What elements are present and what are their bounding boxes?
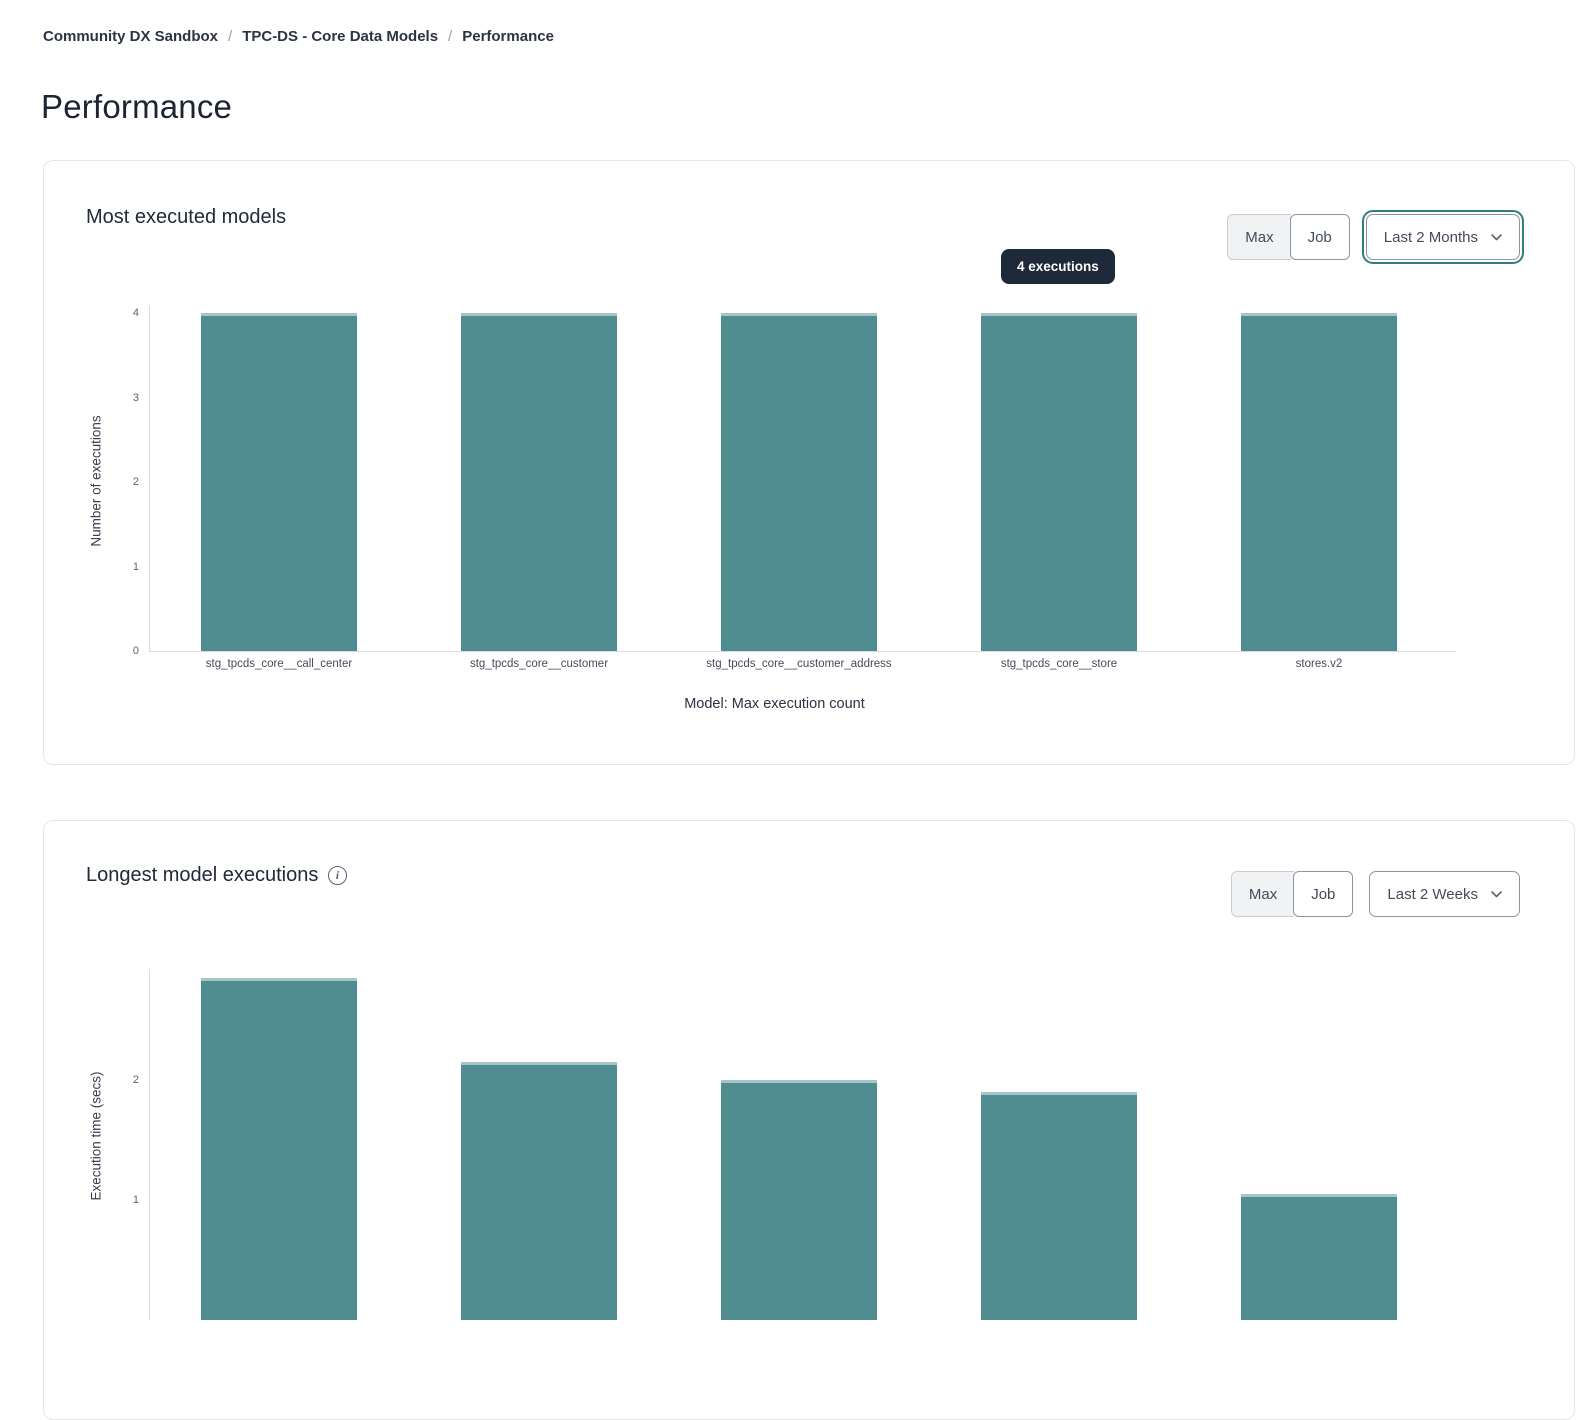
x-axis-line [149,651,1456,652]
page-title: Performance [41,88,233,126]
chart-controls: Max Job Last 2 Months [1227,210,1525,264]
bar[interactable] [201,978,357,1320]
bar[interactable] [721,313,877,651]
time-range-value: Last 2 Months [1383,228,1478,246]
x-tick-label: stg_tpcds_core__customer_address [706,658,892,670]
x-axis-title: Model: Max execution count [684,696,865,712]
y-tick-label: 3 [132,391,139,404]
breadcrumb-item-project[interactable]: Community DX Sandbox [43,28,219,45]
time-range-value: Last 2 Weeks [1387,885,1478,903]
info-icon[interactable]: i [328,866,348,885]
breadcrumb-separator: / [228,28,233,45]
y-tick-label: 4 [132,307,139,319]
max-toggle-button[interactable]: Max [1227,214,1291,260]
bar[interactable] [461,313,617,651]
bar[interactable] [981,313,1137,651]
max-job-toggle: Max Job [1227,214,1350,260]
longest-model-executions-title: Longest model executions [86,864,319,886]
breadcrumb: Community DX Sandbox / TPC-DS - Core Dat… [43,28,554,45]
x-tick-label: stg_tpcds_core__store [1000,658,1118,670]
chevron-down-icon [1491,233,1502,241]
y-tick-label: 0 [132,645,139,657]
x-tick-label: stores.v2 [1295,658,1343,670]
bar[interactable] [981,1092,1137,1320]
job-toggle-button[interactable]: Job [1293,871,1354,917]
y-tick-label: 2 [132,476,139,488]
x-tick-label: stg_tpcds_core__customer [469,658,609,670]
bar[interactable] [721,1080,877,1320]
y-tick-label: 2 [132,1074,139,1086]
most-executed-models-card: Most executed models Max Job Last 2 Mont… [43,160,1575,765]
bar[interactable] [461,1062,617,1320]
breadcrumb-item-current: Performance [462,28,554,45]
longest-model-executions-chart: 1 2 Execution time (secs) [44,821,1574,1419]
card-title: Most executed models [86,206,286,229]
y-axis-line [149,306,150,651]
y-axis-line [149,969,150,1320]
max-toggle-button[interactable]: Max [1230,871,1295,917]
max-job-toggle: Max Job [1230,871,1354,917]
job-toggle-button[interactable]: Job [1289,214,1350,260]
bar[interactable] [201,313,357,651]
card-title: Longest model executions i [86,864,348,887]
y-axis-title: Number of executions [88,415,104,547]
time-range-dropdown[interactable]: Last 2 Weeks [1369,871,1520,917]
breadcrumb-separator: / [448,28,453,45]
y-axis-title: Execution time (secs) [88,1071,104,1201]
time-range-dropdown[interactable]: Last 2 Months [1361,210,1525,264]
bar[interactable] [1241,313,1397,651]
longest-model-executions-card: Longest model executions i Max Job Last … [43,820,1575,1420]
most-executed-models-title: Most executed models [86,206,287,228]
chart-controls: Max Job Last 2 Weeks [1230,871,1520,917]
x-tick-label: stg_tpcds_core__call_center [205,658,353,670]
bar[interactable] [1241,1194,1397,1320]
y-tick-label: 1 [132,560,139,573]
y-tick-label: 1 [132,1194,139,1206]
breadcrumb-item-models[interactable]: TPC-DS - Core Data Models [242,28,439,45]
chart-tooltip: 4 executions [1001,249,1115,284]
chevron-down-icon [1491,890,1502,898]
most-executed-models-chart: 0 1 2 3 4 stg_tpcds_core__call_center stg_tpcd… [44,161,1574,764]
